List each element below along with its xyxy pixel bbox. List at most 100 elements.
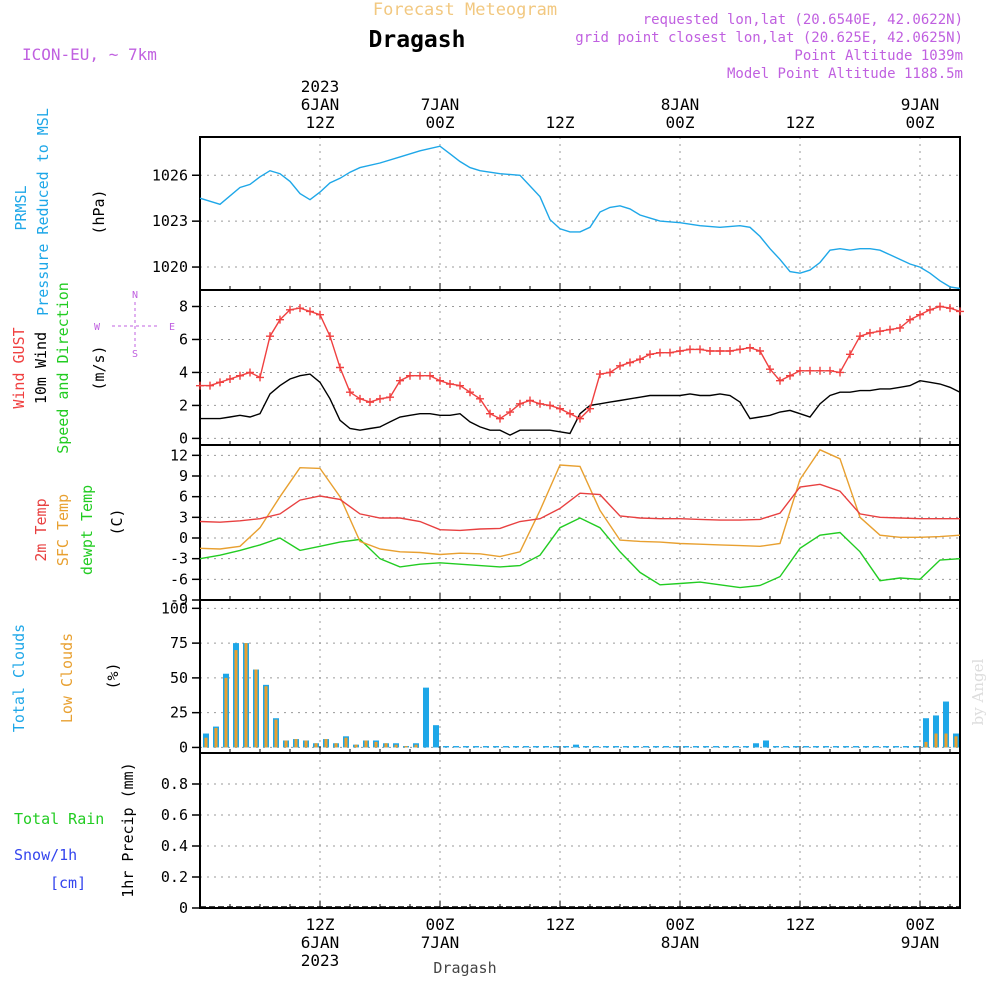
total-cloud-bar xyxy=(473,746,479,748)
sfc-temp-line xyxy=(199,448,961,558)
gust-marker xyxy=(356,394,364,403)
sfc-label: SFC Temp xyxy=(54,494,72,566)
precip-axis-label: 1hr Precip (mm) xyxy=(119,762,137,897)
gust-marker xyxy=(786,371,794,380)
time-label: 00Z xyxy=(906,113,935,132)
gust-marker xyxy=(326,332,334,341)
gust-marker xyxy=(546,401,554,410)
time-label: 12Z xyxy=(306,915,335,934)
gust-marker xyxy=(296,304,304,313)
total-cloud-bar xyxy=(523,746,529,748)
total-cloud-bar xyxy=(603,746,609,748)
total-cloud-bar xyxy=(673,746,679,748)
clouds-ytick-label: 25 xyxy=(170,704,188,722)
dewpoint-line xyxy=(199,517,961,589)
cloud-panel-labels: Total Clouds Low Clouds (%) xyxy=(10,624,122,732)
time-label: 12Z xyxy=(546,113,575,132)
gust-marker xyxy=(616,361,624,370)
credit-watermark: by Angel xyxy=(969,658,987,725)
gust-marker xyxy=(336,363,344,372)
gust-marker xyxy=(276,315,284,324)
time-label: 7JAN xyxy=(421,933,460,952)
low-cloud-bar xyxy=(204,737,208,748)
gust-marker xyxy=(796,366,804,375)
low-cloud-bar xyxy=(384,743,388,748)
time-label: 7JAN xyxy=(421,95,460,114)
snow-label: Snow/1h xyxy=(14,846,77,864)
gust-marker xyxy=(516,399,524,408)
total-cloud-bar xyxy=(943,701,949,748)
gust-marker xyxy=(406,371,414,380)
time-label: 9JAN xyxy=(901,933,940,952)
total-cloud-bar xyxy=(863,746,869,748)
gust-marker xyxy=(496,414,504,423)
clouds-frame xyxy=(199,599,961,754)
precip-ytick-label: 0 xyxy=(179,899,188,917)
gust-marker xyxy=(246,368,254,377)
gust-marker xyxy=(396,376,404,385)
gust-marker xyxy=(776,376,784,385)
low-cloud-bar xyxy=(244,643,248,748)
gust-label: Wind GUST xyxy=(10,327,28,408)
time-label: 00Z xyxy=(426,915,455,934)
gust-marker xyxy=(216,378,224,387)
gust-marker xyxy=(476,394,484,403)
total-cloud-bar xyxy=(823,746,829,748)
total-cloud-bar xyxy=(773,746,779,748)
time-label: 8JAN xyxy=(661,95,700,114)
time-label: 12Z xyxy=(786,915,815,934)
total-cloud-bar xyxy=(723,746,729,748)
total-cloud-bar xyxy=(873,746,879,748)
gust-marker xyxy=(426,371,434,380)
gust-marker xyxy=(206,381,214,390)
total-cloud-bar xyxy=(553,746,559,748)
low-cloud-bar xyxy=(354,744,358,748)
wind10-label: 10m Wind xyxy=(32,332,50,404)
gust-marker xyxy=(376,394,384,403)
wind-unit-label: (m/s) xyxy=(90,345,108,390)
gridpoint-coordinates: grid point closest lon,lat (20.625E, 42.… xyxy=(575,30,963,46)
low-cloud-label: Low Clouds xyxy=(58,633,76,723)
low-cloud-bar xyxy=(254,669,258,748)
gust-marker xyxy=(536,399,544,408)
pressure-ytick-label: 1026 xyxy=(152,166,188,184)
precip-frame xyxy=(199,752,961,909)
gust-marker xyxy=(386,393,394,402)
compass-e: E xyxy=(169,322,175,333)
pressure-ytick-label: 1023 xyxy=(152,212,188,230)
total-cloud-bar xyxy=(643,746,649,748)
total-cloud-bar xyxy=(803,746,809,748)
gust-marker xyxy=(736,345,744,354)
total-cloud-bar xyxy=(573,744,579,748)
gust-marker xyxy=(716,347,724,356)
gust-marker xyxy=(586,404,594,413)
gust-marker xyxy=(436,376,444,385)
gust-marker xyxy=(926,305,934,314)
temp-panel-labels: 2m Temp SFC Temp dewpt Temp (C) xyxy=(32,485,126,575)
time-label: 00Z xyxy=(426,113,455,132)
gust-marker xyxy=(866,328,874,337)
gust-marker xyxy=(196,381,204,390)
total-cloud-bar xyxy=(543,746,549,748)
t2m-line xyxy=(199,483,960,532)
model-point-altitude: Model Point Altitude 1188.5m xyxy=(727,66,963,82)
total-cloud-bar xyxy=(853,746,859,748)
time-label: 9JAN xyxy=(901,95,940,114)
gust-marker xyxy=(256,373,264,382)
wind-panel-labels: Wind GUST 10m Wind Speed and Direction (… xyxy=(10,282,175,454)
total-cloud-bar xyxy=(583,746,589,748)
gust-marker xyxy=(416,371,424,380)
requested-coordinates: requested lon,lat (20.6540E, 42.0622N) xyxy=(643,12,963,28)
forecast-meteogram-title: Forecast Meteogram xyxy=(373,0,557,20)
total-cloud-bar xyxy=(703,746,709,748)
total-cloud-bar xyxy=(623,746,629,748)
gust-marker xyxy=(686,345,694,354)
gust-marker xyxy=(446,379,454,388)
time-label: 12Z xyxy=(306,113,335,132)
time-label: 00Z xyxy=(906,915,935,934)
total-cloud-bar xyxy=(423,687,429,748)
gust-marker xyxy=(916,310,924,319)
precip-panel-labels: Total Rain Snow/1h [cm] 1hr Precip (mm) xyxy=(14,762,137,897)
